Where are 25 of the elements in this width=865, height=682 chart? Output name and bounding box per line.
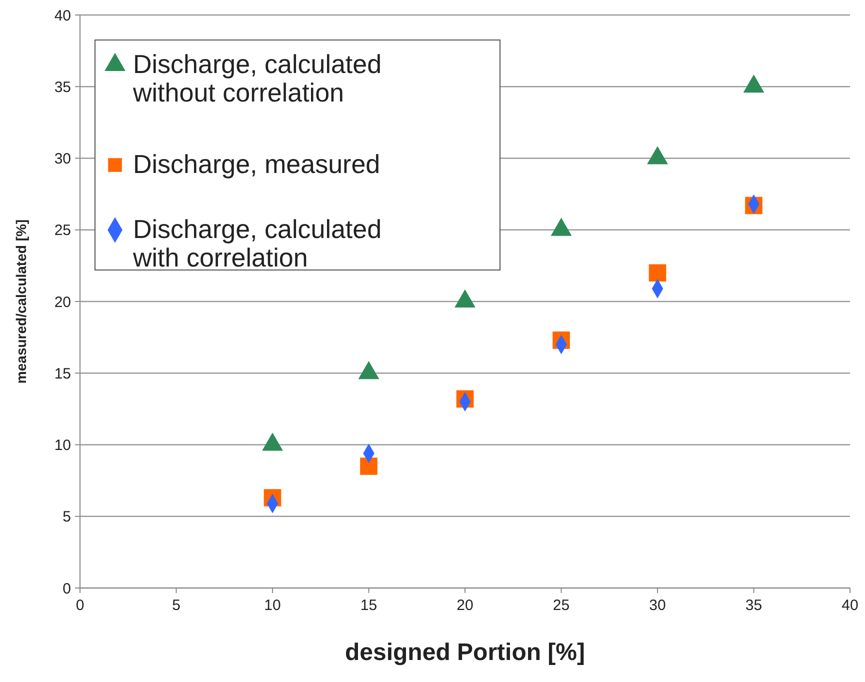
y-tick-label: 20 — [54, 294, 71, 311]
y-tick-label: 30 — [54, 150, 71, 168]
x-axis-title: designed Portion [%] — [345, 639, 585, 666]
x-tick-label: 40 — [842, 597, 858, 614]
y-tick-label: 35 — [54, 78, 71, 96]
legend-label: Discharge, measured — [133, 149, 380, 179]
legend-label: Discharge, calculated without correlation — [132, 49, 382, 108]
y-tick-label: 5 — [62, 508, 71, 526]
y-tick-label: 25 — [54, 222, 71, 240]
y-axis-title: measured/calculated [%] — [13, 219, 29, 384]
x-tick-label: 30 — [649, 597, 666, 614]
y-tick-label: 10 — [54, 437, 71, 454]
y-tick-label: 40 — [54, 7, 71, 24]
legend-label: Discharge, calculated with correlation — [132, 214, 382, 273]
x-tick-label: 10 — [264, 597, 281, 614]
x-tick-label: 15 — [360, 597, 378, 614]
point — [648, 264, 666, 282]
y-tick-label: 15 — [54, 365, 71, 382]
x-tick-label: 35 — [745, 597, 762, 614]
x-tick-label: 20 — [456, 597, 474, 614]
y-tick-label: 0 — [62, 580, 71, 598]
point — [360, 458, 378, 475]
x-tick-label: 5 — [172, 597, 180, 614]
x-tick-label: 25 — [552, 597, 570, 614]
x-tick-label: 0 — [76, 597, 84, 614]
